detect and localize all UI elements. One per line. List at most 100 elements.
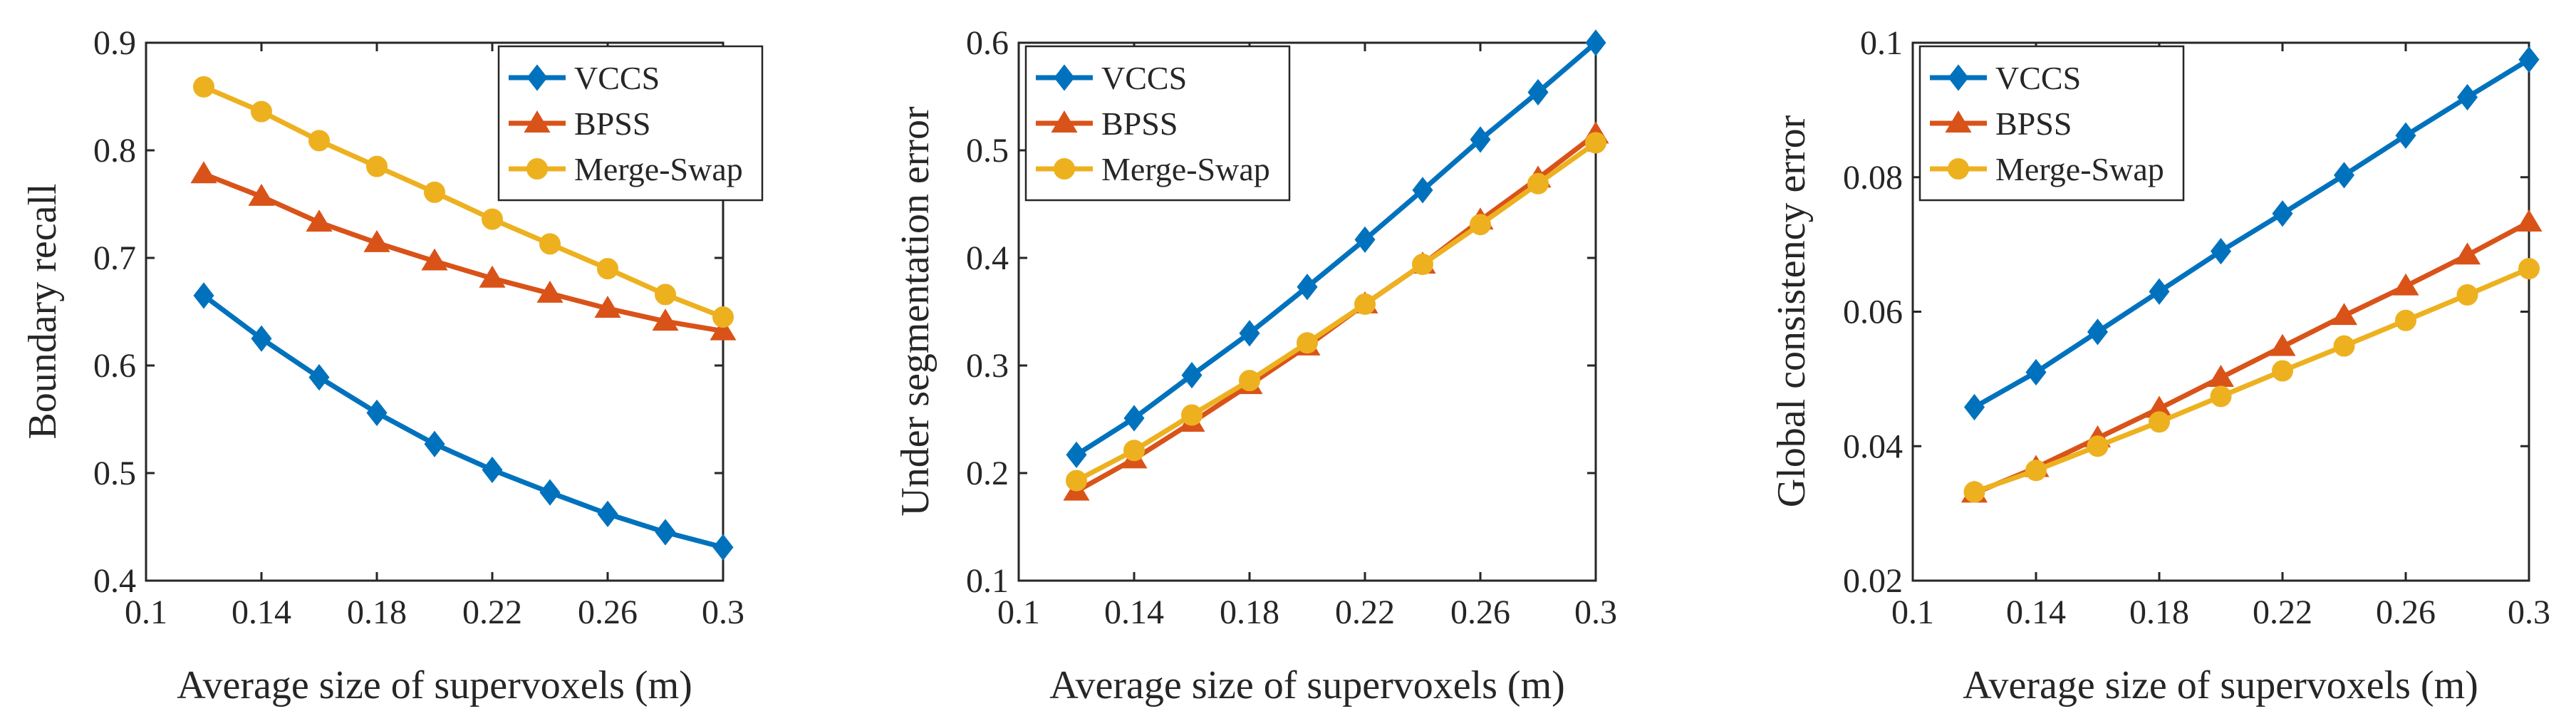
legend-marker-vccs xyxy=(1948,64,1969,91)
data-point-bpss xyxy=(248,183,275,206)
data-point-vccs xyxy=(2456,83,2478,111)
data-point-merge-swap xyxy=(597,258,618,280)
series-layer xyxy=(1960,46,2543,503)
legend: VCCS BPSS Merge-Swap xyxy=(1918,45,2185,202)
data-point-vccs xyxy=(2272,200,2293,227)
x-tick-label: 0.18 xyxy=(347,593,407,631)
y-axis-label: Global consistency error xyxy=(1770,115,1814,507)
data-point-bpss xyxy=(536,280,564,303)
legend-marker-bpss xyxy=(1051,110,1078,133)
legend-label-bpss: BPSS xyxy=(1995,105,2072,142)
data-point-merge-swap xyxy=(1963,481,1985,503)
x-tick-label: 0.14 xyxy=(2006,593,2066,631)
data-point-vccs xyxy=(1470,126,1491,153)
data-point-vccs xyxy=(2333,162,2355,189)
data-point-merge-swap xyxy=(1239,370,1260,392)
y-tick-label: 0.1 xyxy=(1860,24,1903,62)
series-line-vccs xyxy=(202,294,724,550)
y-tick-label: 0.04 xyxy=(1843,427,1903,465)
data-point-merge-swap xyxy=(2333,335,2355,357)
data-point-merge-swap xyxy=(539,233,561,255)
data-point-merge-swap xyxy=(2518,258,2540,280)
legend-label-merge-swap: Merge-Swap xyxy=(574,151,743,187)
y-tick-label: 0.3 xyxy=(966,347,1009,385)
data-point-merge-swap xyxy=(1066,470,1087,492)
data-point-bpss xyxy=(652,308,679,331)
legend-label-vccs: VCCS xyxy=(1995,60,2081,96)
data-point-merge-swap xyxy=(2395,309,2416,331)
data-point-vccs xyxy=(2518,46,2540,73)
series-line-bpss xyxy=(1973,219,2530,496)
data-point-bpss xyxy=(2330,303,2358,326)
data-point-vccs xyxy=(193,282,214,309)
data-point-merge-swap xyxy=(308,130,330,152)
y-tick-label: 0.02 xyxy=(1843,562,1903,600)
legend: VCCS BPSS Merge-Swap xyxy=(1024,45,1291,202)
data-point-vccs xyxy=(424,430,445,457)
y-tick-label: 0.2 xyxy=(966,455,1009,492)
x-tick-label: 0.3 xyxy=(1574,593,1617,631)
data-point-merge-swap xyxy=(2149,411,2170,433)
legend-label-merge-swap: Merge-Swap xyxy=(1995,151,2164,187)
x-axis-label: Average size of supervoxels (m) xyxy=(177,663,692,707)
data-point-merge-swap xyxy=(482,208,503,230)
data-point-vccs xyxy=(2210,237,2232,265)
data-point-merge-swap xyxy=(1354,293,1376,315)
grid-and-ticks: 0.1 0.14 0.18 0.22 0.26 0.3 0.02 0.04 0.06 0.08 0.… xyxy=(1843,24,2550,631)
series-line-merge-swap xyxy=(1973,266,2530,494)
grid-and-ticks: 0.1 0.14 0.18 0.22 0.26 0.3 0.4 0.5 0.6 0.7 0.8 0.9 xyxy=(93,24,744,631)
x-tick-label: 0.3 xyxy=(2508,593,2550,631)
data-point-vccs xyxy=(1585,29,1606,56)
data-point-vccs xyxy=(1354,226,1376,253)
data-point-merge-swap xyxy=(2025,460,2047,482)
data-point-merge-swap xyxy=(1470,214,1491,236)
x-tick-label: 0.26 xyxy=(2376,593,2436,631)
data-point-vccs xyxy=(2149,278,2170,305)
x-tick-label: 0.14 xyxy=(232,593,291,631)
series-line-merge-swap xyxy=(1075,140,1598,483)
y-axis-label: Boundary recall xyxy=(21,183,65,439)
data-point-vccs xyxy=(251,325,272,352)
series-layer xyxy=(190,76,737,561)
data-point-vccs xyxy=(1527,78,1549,106)
legend-marker-merge-swap xyxy=(526,158,548,180)
data-point-merge-swap xyxy=(1297,332,1318,354)
x-tick-label: 0.22 xyxy=(1335,593,1395,631)
panel-boundary-recall: 0.1 0.14 0.18 0.22 0.26 0.3 0.4 0.5 0.6 0.7 0.8 0.9… xyxy=(21,24,764,707)
series-line-vccs xyxy=(1075,41,1598,457)
x-tick-label: 0.22 xyxy=(2253,593,2312,631)
data-point-vccs xyxy=(539,479,561,506)
data-point-vccs xyxy=(1412,177,1433,204)
y-tick-label: 0.6 xyxy=(93,347,136,385)
data-point-vccs xyxy=(712,534,734,561)
data-point-merge-swap xyxy=(1585,132,1606,154)
x-axis-label: Average size of supervoxels (m) xyxy=(1049,663,1565,707)
data-point-bpss xyxy=(594,296,621,318)
data-point-vccs xyxy=(1123,405,1145,432)
data-point-vccs xyxy=(1066,441,1087,468)
data-point-merge-swap xyxy=(1412,254,1433,276)
data-point-merge-swap xyxy=(2456,284,2478,306)
data-point-merge-swap xyxy=(655,284,676,306)
data-point-merge-swap xyxy=(193,76,214,98)
data-point-vccs xyxy=(2395,122,2416,149)
data-point-merge-swap xyxy=(2272,360,2293,382)
y-tick-label: 0.5 xyxy=(966,132,1009,170)
legend-label-vccs: VCCS xyxy=(574,60,660,96)
x-tick-label: 0.14 xyxy=(1104,593,1164,631)
x-axis-label: Average size of supervoxels (m) xyxy=(1963,663,2478,707)
data-point-bpss xyxy=(2392,273,2419,296)
data-point-vccs xyxy=(1297,274,1318,301)
legend-label-bpss: BPSS xyxy=(1101,105,1178,142)
legend-marker-bpss xyxy=(524,110,551,133)
data-point-merge-swap xyxy=(2087,435,2109,457)
grid-and-ticks: 0.1 0.14 0.18 0.22 0.26 0.3 0.1 0.2 0.3 0.4 0.5 0.6 xyxy=(966,24,1617,631)
data-point-merge-swap xyxy=(366,155,388,177)
series-line-merge-swap xyxy=(202,84,724,320)
y-tick-label: 0.9 xyxy=(93,24,136,62)
y-tick-label: 0.4 xyxy=(93,562,136,600)
series-layer xyxy=(1063,29,1609,501)
data-point-merge-swap xyxy=(712,306,734,328)
data-point-vccs xyxy=(1963,393,1985,421)
